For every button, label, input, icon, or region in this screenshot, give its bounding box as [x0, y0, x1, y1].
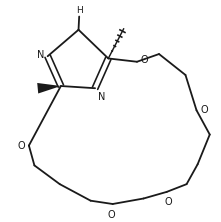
Text: H: H	[76, 6, 83, 15]
Text: O: O	[140, 55, 148, 65]
Text: N: N	[98, 92, 105, 102]
Text: O: O	[17, 141, 25, 151]
Polygon shape	[37, 83, 61, 93]
Text: O: O	[165, 197, 172, 207]
Text: O: O	[200, 105, 208, 115]
Text: O: O	[108, 210, 115, 220]
Text: N: N	[37, 50, 44, 60]
